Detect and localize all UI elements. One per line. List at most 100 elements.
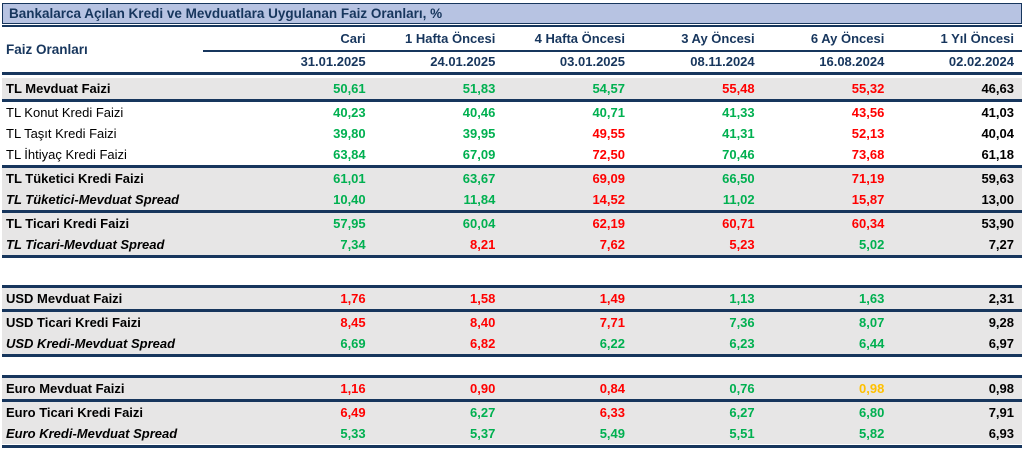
row-label: USD Kredi-Mevduat Spread [6, 336, 176, 351]
table-row-euro-mevduat: Euro Mevduat Faizi 1,16 0,90 0,84 0,76 0… [2, 378, 1022, 399]
table-row-tl-mevduat: TL Mevduat Faizi 50,61 51,83 54,57 55,48… [2, 78, 1022, 99]
value-cell: 41,03 [981, 105, 1014, 120]
value-cell: 70,46 [722, 147, 755, 162]
value-cell: 8,21 [470, 237, 496, 252]
value-cell: 41,33 [722, 105, 755, 120]
row-label: TL Tüketici-Mevduat Spread [6, 192, 180, 207]
table-row-euro-spread: Euro Kredi-Mevduat Spread 5,33 5,37 5,49… [2, 423, 1022, 444]
section-gap [2, 258, 1022, 285]
section-divider [2, 375, 1022, 378]
value-cell: 7,34 [340, 237, 366, 252]
col-header-6-ay: 6 Ay Öncesi [810, 31, 885, 46]
col-date-3-ay: 08.11.2024 [690, 53, 755, 69]
value-cell: 15,87 [851, 192, 885, 207]
value-cell: 7,27 [988, 237, 1014, 252]
value-cell: 60,04 [462, 216, 496, 231]
value-cell: 61,18 [981, 147, 1014, 162]
value-cell: 6,44 [859, 336, 885, 351]
value-cell: 60,71 [722, 216, 755, 231]
table-row-usd-spread: USD Kredi-Mevduat Spread 6,69 6,82 6,22 … [2, 333, 1022, 354]
value-cell: 8,40 [470, 315, 496, 330]
value-cell: 62,19 [592, 216, 625, 231]
value-cell: 7,91 [988, 405, 1014, 420]
col-header-3-ay: 3 Ay Öncesi [681, 31, 755, 46]
value-cell: 7,71 [599, 315, 625, 330]
col-header-1-yil: 1 Yıl Öncesi [940, 31, 1014, 46]
value-cell: 73,68 [851, 147, 885, 162]
value-cell: 55,48 [722, 81, 755, 96]
value-cell: 59,63 [981, 171, 1014, 186]
value-cell: 9,28 [988, 315, 1014, 330]
value-cell: 53,90 [981, 216, 1014, 231]
row-label: Euro Mevduat Faizi [6, 381, 125, 396]
value-cell: 1,58 [470, 291, 496, 306]
section-divider [2, 399, 1022, 402]
value-cell: 13,00 [981, 192, 1014, 207]
value-cell: 1,16 [340, 381, 366, 396]
header-column-date-divider [203, 50, 1022, 52]
row-label: TL Ticari Kredi Faizi [6, 216, 130, 231]
value-cell: 6,22 [599, 336, 625, 351]
value-cell: 6,23 [729, 336, 755, 351]
section-divider [2, 285, 1022, 288]
value-cell: 5,82 [859, 426, 885, 441]
value-cell: 11,02 [722, 192, 755, 207]
value-cell: 0,84 [599, 381, 625, 396]
col-date-4-hafta: 03.01.2025 [559, 53, 625, 69]
col-header-4-hafta: 4 Hafta Öncesi [534, 31, 625, 46]
row-label: TL Tüketici Kredi Faizi [6, 171, 144, 186]
value-cell: 7,62 [599, 237, 625, 252]
value-cell: 52,13 [851, 126, 885, 141]
value-cell: 5,37 [470, 426, 496, 441]
table-row-usd-ticari: USD Ticari Kredi Faizi 8,45 8,40 7,71 7,… [2, 312, 1022, 333]
value-cell: 6,97 [988, 336, 1014, 351]
value-cell: 49,55 [592, 126, 625, 141]
row-label: TL Taşıt Kredi Faizi [6, 126, 117, 141]
section-divider [2, 165, 1022, 168]
row-label: Euro Ticari Kredi Faizi [6, 405, 144, 420]
value-cell: 8,45 [340, 315, 366, 330]
value-cell: 61,01 [333, 171, 366, 186]
value-cell: 6,27 [470, 405, 496, 420]
table-row-tl-ticari: TL Ticari Kredi Faizi 57,95 60,04 62,19 … [2, 213, 1022, 234]
value-cell: 1,63 [859, 291, 885, 306]
value-cell: 7,36 [729, 315, 755, 330]
value-cell: 51,83 [462, 81, 496, 96]
col-header-1-hafta: 1 Hafta Öncesi [405, 31, 496, 46]
value-cell: 69,09 [592, 171, 625, 186]
table-header: Faiz Oranları Cari 1 Hafta Öncesi 4 Haft… [2, 27, 1022, 75]
value-cell: 40,04 [981, 126, 1014, 141]
table-row-tl-tuketici-spread: TL Tüketici-Mevduat Spread 10,40 11,84 1… [2, 189, 1022, 210]
value-cell: 54,57 [592, 81, 625, 96]
col-date-6-ay: 16.08.2024 [819, 53, 885, 69]
value-cell: 66,50 [722, 171, 755, 186]
value-cell: 6,82 [470, 336, 496, 351]
section-gap [2, 357, 1022, 375]
value-cell: 5,51 [729, 426, 755, 441]
value-cell: 8,07 [859, 315, 885, 330]
row-label: TL Ticari-Mevduat Spread [6, 237, 165, 252]
table-row-tl-konut: TL Konut Kredi Faizi 40,23 40,46 40,71 4… [2, 102, 1022, 123]
value-cell: 40,23 [333, 105, 366, 120]
section-divider [2, 255, 1022, 258]
table-row-euro-ticari: Euro Ticari Kredi Faizi 6,49 6,27 6,33 6… [2, 402, 1022, 423]
value-cell: 57,95 [333, 216, 366, 231]
value-cell: 1,76 [340, 291, 366, 306]
value-cell: 5,23 [729, 237, 755, 252]
table-row-tl-tasit: TL Taşıt Kredi Faizi 39,80 39,95 49,55 4… [2, 123, 1022, 144]
value-cell: 50,61 [333, 81, 366, 96]
value-cell: 6,69 [340, 336, 366, 351]
value-cell: 5,49 [599, 426, 625, 441]
row-label: Euro Kredi-Mevduat Spread [6, 426, 178, 441]
table-row-tl-ihtiyac: TL İhtiyaç Kredi Faizi 63,84 67,09 72,50… [2, 144, 1022, 165]
value-cell: 1,13 [729, 291, 755, 306]
value-cell: 43,56 [851, 105, 885, 120]
row-label: TL Mevduat Faizi [6, 81, 111, 96]
value-cell: 46,63 [981, 81, 1014, 96]
value-cell: 0,76 [729, 381, 755, 396]
value-cell: 6,33 [599, 405, 625, 420]
col-header-cari: Cari [340, 31, 366, 46]
value-cell: 41,31 [722, 126, 755, 141]
row-label: TL Konut Kredi Faizi [6, 105, 124, 120]
value-cell: 6,27 [729, 405, 755, 420]
